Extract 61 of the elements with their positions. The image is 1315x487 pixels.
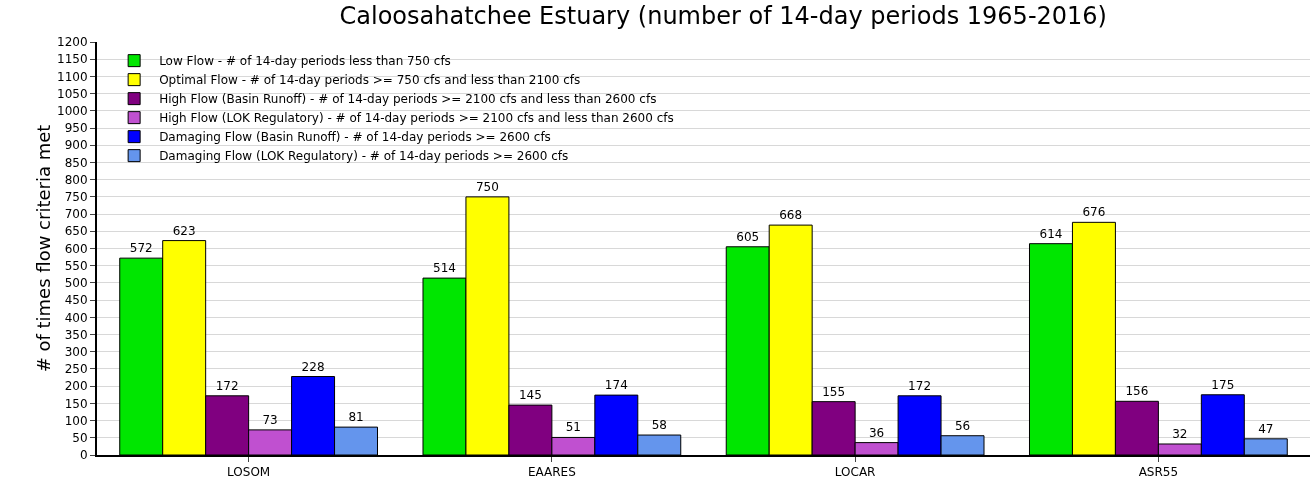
data-label: 58	[651, 418, 667, 433]
data-label: 572	[129, 241, 153, 256]
data-label: 175	[1211, 377, 1235, 392]
y-tick-label: 0	[79, 448, 88, 463]
y-tick-label: 200	[64, 379, 88, 394]
data-label: 750	[475, 179, 499, 194]
data-label: 36	[868, 425, 885, 440]
legend-label: Optimal Flow - # of 14-day periods >= 750 cfs and less than 2100 cfs	[159, 73, 581, 88]
y-tick-label: 1050	[57, 86, 88, 101]
y-tick-label: 500	[64, 276, 88, 291]
x-tick-label: EAARES	[527, 465, 576, 480]
data-label: 668	[779, 208, 803, 223]
y-tick-label: 850	[64, 155, 88, 170]
data-label: 514	[433, 261, 456, 276]
data-label: 228	[301, 359, 325, 374]
legend-label: High Flow (LOK Regulatory) - # of 14-day periods >= 2100 cfs and less than 2600 cfs	[159, 111, 674, 126]
data-label: 623	[172, 223, 196, 238]
y-tick-label: 100	[64, 413, 88, 428]
data-label: 73	[262, 412, 278, 427]
data-label: 614	[1039, 226, 1063, 241]
data-label: 172	[215, 378, 239, 393]
data-label: 56	[954, 418, 971, 433]
data-label: 47	[1258, 421, 1274, 436]
data-label: 145	[518, 388, 542, 403]
y-tick-label: 600	[64, 241, 88, 256]
y-tick-label: 750	[64, 190, 88, 205]
y-axis-title: # of times flow criteria met	[33, 124, 54, 373]
y-tick-label: 50	[72, 430, 88, 445]
y-tick-label: 700	[64, 207, 88, 222]
y-tick-label: 450	[64, 293, 88, 308]
y-tick-label: 800	[64, 172, 88, 187]
y-tick-label: 250	[64, 362, 88, 377]
y-tick-label: 350	[64, 327, 88, 342]
y-tick-label: 1000	[57, 104, 88, 119]
legend-label: Damaging Flow (Basin Runoff) - # of 14-day periods >= 2600 cfs	[159, 130, 551, 145]
data-label: 605	[736, 229, 760, 244]
legend-label: High Flow (Basin Runoff) - # of 14-day periods >= 2100 cfs and less than 2600 cfs	[159, 92, 657, 107]
data-label: 676	[1082, 205, 1106, 220]
data-label: 156	[1125, 384, 1149, 399]
data-label: 174	[604, 378, 628, 393]
data-label: 172	[908, 378, 932, 393]
y-tick-label: 900	[64, 138, 88, 153]
y-tick-label: 1200	[57, 35, 88, 50]
x-tick-label: LOSOM	[227, 465, 271, 480]
x-tick-label: LOCAR	[834, 465, 876, 480]
legend-label: Low Flow - # of 14-day periods less than 750 cfs	[159, 54, 451, 69]
y-tick-label: 300	[64, 344, 88, 359]
y-tick-label: 550	[64, 258, 88, 273]
y-tick-label: 1100	[57, 69, 88, 84]
y-tick-label: 150	[64, 396, 88, 411]
data-label: 51	[565, 420, 581, 435]
x-tick-label: ASR55	[1138, 465, 1179, 480]
y-tick-label: 950	[64, 121, 88, 136]
data-label: 32	[1172, 426, 1188, 441]
y-tick-label: 400	[64, 310, 88, 325]
y-tick-label: 650	[64, 224, 88, 239]
chart-title: Caloosahatchee Estuary (number of 14-day periods 1965-2016)	[339, 2, 1107, 31]
data-label: 81	[348, 410, 364, 425]
y-tick-label: 1150	[57, 52, 88, 67]
data-label: 155	[822, 384, 846, 399]
legend-label: Damaging Flow (LOK Regulatory) - # of 14-day periods >= 2600 cfs	[159, 149, 569, 164]
